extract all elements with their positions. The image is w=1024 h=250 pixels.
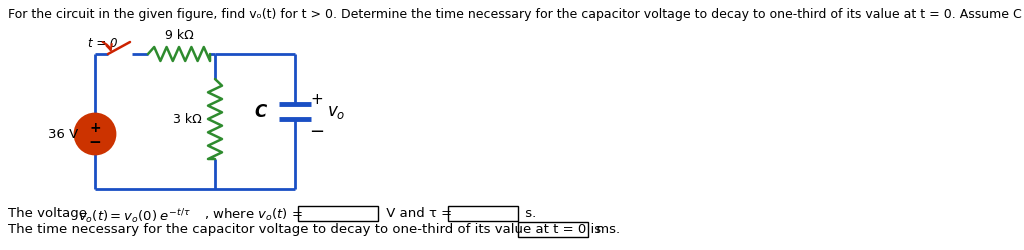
Circle shape	[75, 114, 115, 154]
Text: ms.: ms.	[592, 222, 621, 235]
Text: −: −	[309, 122, 325, 140]
Text: The voltage: The voltage	[8, 206, 91, 219]
Bar	[449, 206, 518, 221]
Text: +: +	[310, 92, 324, 107]
Text: 36 V: 36 V	[48, 128, 78, 141]
Text: C: C	[255, 103, 267, 121]
Text: $v_o(t) = v_o(0)\;e^{-t/\tau}$: $v_o(t) = v_o(0)\;e^{-t/\tau}$	[78, 206, 190, 225]
Text: +: +	[89, 120, 100, 134]
Bar	[518, 222, 588, 237]
Text: s.: s.	[521, 206, 537, 219]
Text: t = 0: t = 0	[88, 37, 118, 50]
Text: −: −	[89, 135, 101, 150]
Text: The time necessary for the capacitor voltage to decay to one-third of its value : The time necessary for the capacitor vol…	[8, 222, 601, 235]
Text: For the circuit in the given figure, find vₒ(t) for t > 0. Determine the time ne: For the circuit in the given figure, fin…	[8, 8, 1024, 21]
Text: $v_o$: $v_o$	[327, 103, 345, 121]
Text: V and τ =: V and τ =	[382, 206, 453, 219]
Text: 3 kΩ: 3 kΩ	[173, 113, 202, 126]
Bar	[298, 206, 378, 221]
Text: 9 kΩ: 9 kΩ	[165, 29, 194, 42]
Text: , where $v_o(t)$ =: , where $v_o(t)$ =	[204, 206, 303, 222]
